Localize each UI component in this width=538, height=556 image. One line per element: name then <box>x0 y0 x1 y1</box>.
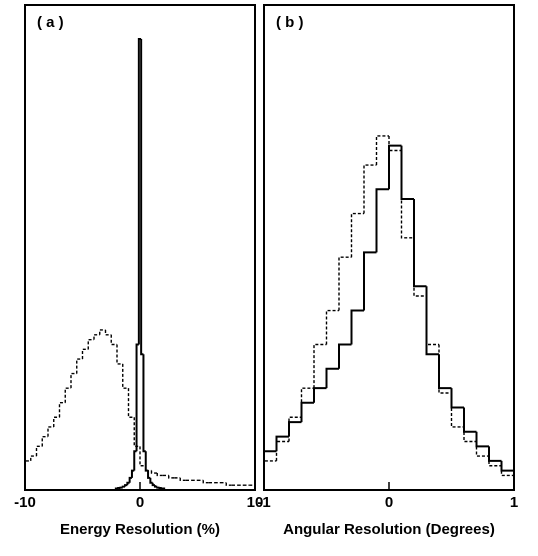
histogram-bin <box>150 478 152 483</box>
panel-label: ( b ) <box>276 14 304 31</box>
histogram-bin <box>439 345 452 394</box>
histogram-bin <box>377 136 390 165</box>
histogram-bin <box>132 471 134 478</box>
histogram-bin <box>106 330 112 335</box>
histogram-bin <box>157 487 159 488</box>
x-tick-label: -10 <box>14 494 36 511</box>
histogram-bin <box>153 483 155 485</box>
histogram-bin <box>226 483 232 485</box>
histogram-bin <box>31 456 37 461</box>
histogram-bin <box>452 393 465 427</box>
histogram-bin <box>364 165 377 214</box>
histogram-bin <box>152 471 158 473</box>
histogram-bin <box>77 359 83 374</box>
histogram-bin <box>339 257 352 310</box>
histogram-bin <box>364 252 377 310</box>
histogram-bin <box>402 146 415 199</box>
histogram-bin <box>327 311 340 345</box>
histogram-bin <box>60 403 66 418</box>
histogram-bin <box>117 345 123 364</box>
histogram-bin <box>289 417 302 441</box>
histogram-bin <box>203 480 209 482</box>
histogram-bin <box>389 146 402 190</box>
histogram-bin <box>427 296 440 345</box>
histogram-bin <box>94 335 100 340</box>
histogram-bin <box>54 417 60 427</box>
histogram-bin <box>129 388 135 417</box>
histogram-bin <box>289 422 302 437</box>
histogram-bin <box>83 349 89 359</box>
histogram-bin <box>157 473 163 475</box>
histogram-bin <box>264 461 277 490</box>
histogram-bin <box>143 354 145 451</box>
histogram-bin <box>352 311 365 345</box>
histogram-bin <box>137 345 139 452</box>
histogram-bin <box>477 442 490 457</box>
histogram-bin <box>169 475 175 477</box>
histogram-bin <box>327 369 340 388</box>
histogram-bin <box>339 345 352 369</box>
histogram-bin <box>477 432 490 447</box>
histogram-bin <box>439 354 452 388</box>
histogram-bin <box>502 466 515 490</box>
histogram-bin <box>141 39 143 354</box>
histogram-bin <box>402 151 415 238</box>
histogram-bin <box>125 485 127 486</box>
histogram-bin <box>377 189 390 252</box>
histogram-bin <box>464 408 477 432</box>
histogram-bin <box>414 199 427 286</box>
x-tick-label: 0 <box>385 494 393 511</box>
histogram-bin <box>155 485 157 486</box>
histogram-bin <box>127 483 129 485</box>
histogram-bin <box>88 340 94 350</box>
histogram-bin <box>314 388 327 403</box>
histogram-bin <box>71 374 77 389</box>
histogram-bin <box>123 364 129 388</box>
histogram-bin <box>352 214 365 258</box>
histogram-bin <box>134 451 136 470</box>
histogram-bin <box>314 345 327 389</box>
histogram-bin <box>48 427 54 437</box>
histogram-bin <box>37 446 43 456</box>
x-tick-label: 0 <box>136 494 144 511</box>
histogram-bin <box>302 403 315 422</box>
x-axis-label: Energy Resolution (%) <box>60 521 220 538</box>
histogram-bin <box>123 487 125 488</box>
histogram-bin <box>277 437 290 452</box>
histogram-bin <box>489 446 502 461</box>
histogram-bin <box>148 471 150 478</box>
histogram-bin <box>130 478 132 483</box>
histogram-bin <box>111 335 117 345</box>
panel-label: ( a ) <box>37 14 64 31</box>
histogram-bin <box>464 427 477 442</box>
x-tick-label: -1 <box>257 494 270 511</box>
histogram-bin <box>389 136 402 151</box>
histogram-bin <box>65 388 71 403</box>
histogram-bin <box>180 478 186 480</box>
x-tick-label: 1 <box>510 494 518 511</box>
x-axis-label: Angular Resolution (Degrees) <box>283 521 495 538</box>
histogram-bin <box>100 330 106 335</box>
histogram-bin <box>42 437 48 447</box>
histogram-bin <box>264 451 277 490</box>
histogram-bin <box>452 388 465 407</box>
histogram-bin <box>277 442 290 461</box>
